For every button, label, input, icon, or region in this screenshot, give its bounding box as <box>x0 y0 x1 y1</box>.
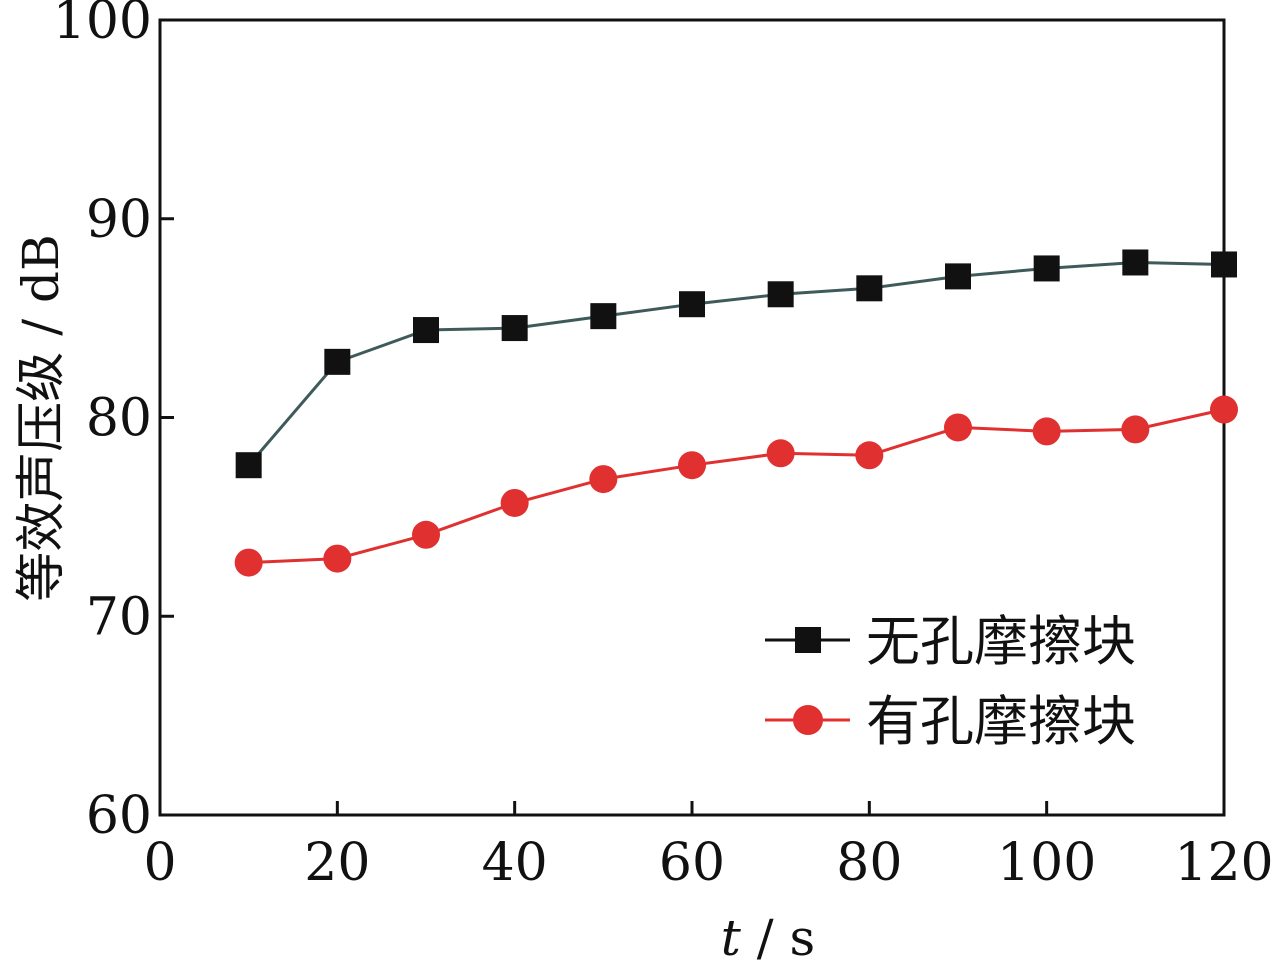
data-point-square <box>501 315 528 342</box>
legend-marker-square <box>795 627 821 653</box>
x-axis-title: t / s <box>721 909 815 960</box>
series-line-no-hole <box>247 260 1225 467</box>
data-point-square <box>945 263 971 290</box>
data-point-circle <box>323 544 352 573</box>
series-line-with-hole <box>248 408 1225 565</box>
x-tick-label: 40 <box>482 833 548 893</box>
x-tick-label: 80 <box>836 833 902 893</box>
data-point-circle <box>944 413 972 442</box>
data-point-circle <box>412 520 440 549</box>
y-tick-label: 60 <box>86 786 152 846</box>
x-axis-title-unit: / s <box>741 909 815 960</box>
legend-entry-with-hole: 有孔摩擦块 <box>765 690 1136 753</box>
data-point-square <box>590 303 617 330</box>
data-point-circle <box>678 451 706 480</box>
data-point-square <box>679 291 705 318</box>
y-tick-label: 80 <box>86 389 152 449</box>
data-point-circle <box>1121 415 1150 444</box>
x-tick-label: 100 <box>997 833 1096 893</box>
y-axis-ticks: 60 70 80 90 100 <box>53 0 174 846</box>
x-axis-title-variable: t <box>721 909 742 960</box>
data-point-square <box>767 281 794 308</box>
x-axis-ticks: 0 20 40 60 80 100 120 <box>143 801 1274 893</box>
x-tick-label: 20 <box>304 833 370 893</box>
legend: 无孔摩擦块 有孔摩擦块 <box>765 610 1136 753</box>
data-point-circle <box>1032 417 1061 446</box>
data-point-circle <box>1210 395 1238 424</box>
data-point-square <box>1211 251 1237 278</box>
data-point-circle <box>855 441 884 470</box>
data-point-square <box>235 452 262 479</box>
data-point-circle <box>589 465 618 494</box>
legend-marker-circle <box>793 705 823 735</box>
series-layer <box>234 249 1238 577</box>
data-point-circle <box>766 439 795 468</box>
data-point-square <box>324 348 351 375</box>
y-axis-title: 等效声压级 / dB <box>12 234 70 601</box>
data-point-square <box>1033 255 1060 282</box>
data-point-square <box>856 275 883 302</box>
legend-entry-no-hole: 无孔摩擦块 <box>765 610 1136 673</box>
data-point-square <box>413 317 439 344</box>
legend-label-no-hole: 无孔摩擦块 <box>866 610 1136 673</box>
data-point-circle <box>234 548 263 577</box>
y-tick-label: 70 <box>86 587 152 647</box>
data-point-circle <box>500 488 529 517</box>
data-point-square <box>1122 249 1149 276</box>
legend-label-with-hole: 有孔摩擦块 <box>866 690 1136 753</box>
x-tick-label: 120 <box>1174 833 1273 893</box>
y-tick-label: 90 <box>86 190 152 250</box>
x-tick-label: 60 <box>659 833 725 893</box>
y-tick-label: 100 <box>53 0 152 51</box>
x-tick-label: 0 <box>143 833 176 893</box>
